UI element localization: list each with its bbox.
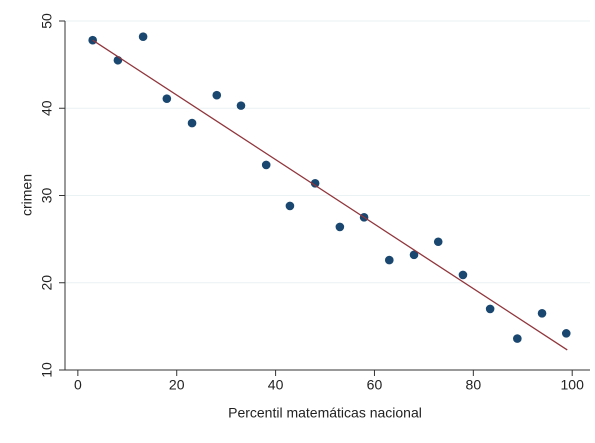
x-tick-label: 100 [561, 377, 585, 393]
point [561, 329, 571, 338]
y-tick-label: 40 [39, 100, 55, 116]
x-tick-label: 20 [169, 377, 185, 393]
point [236, 101, 246, 110]
point [187, 118, 197, 128]
x-tick-label: 40 [268, 377, 284, 393]
point [212, 90, 222, 100]
point [162, 94, 172, 103]
point [384, 255, 394, 265]
x-tick-label: 0 [74, 377, 82, 393]
y-tick-label: 20 [39, 275, 55, 291]
point [485, 304, 495, 314]
point [310, 178, 320, 188]
y-tick-label: 50 [39, 13, 55, 29]
point [261, 160, 271, 170]
point [458, 270, 468, 280]
point [138, 32, 148, 42]
point [409, 250, 419, 260]
fit-line [92, 39, 568, 351]
y-axis-label: crimen [19, 174, 35, 216]
y-tick-label: 10 [39, 362, 55, 378]
point [513, 334, 522, 343]
x-axis-label: Percentil matemáticas nacional [228, 405, 422, 421]
y-tick-label: 30 [39, 188, 55, 204]
point [537, 308, 547, 318]
point [335, 222, 345, 232]
point [285, 201, 295, 211]
x-tick-label: 60 [367, 377, 383, 393]
point [433, 237, 443, 247]
point [88, 35, 97, 45]
x-tick-label: 80 [466, 377, 482, 393]
